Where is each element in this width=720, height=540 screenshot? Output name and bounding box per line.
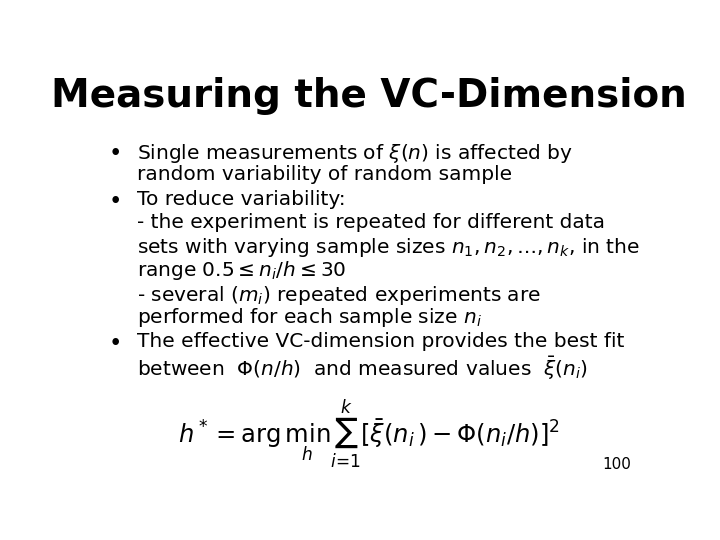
Text: between  $\Phi(n/h)$  and measured values  $\bar{\xi}(n_i)$: between $\Phi(n/h)$ and measured values … (138, 355, 588, 382)
Text: •: • (109, 141, 122, 165)
Text: Measuring the VC-Dimension: Measuring the VC-Dimension (51, 77, 687, 115)
Text: •: • (109, 332, 122, 355)
Text: To reduce variability:: To reduce variability: (138, 190, 346, 208)
Text: - several ($m_i$) repeated experiments are: - several ($m_i$) repeated experiments a… (138, 284, 541, 307)
Text: 100: 100 (603, 457, 631, 472)
Text: - the experiment is repeated for different data: - the experiment is repeated for differe… (138, 213, 606, 232)
Text: The effective VC-dimension provides the best fit: The effective VC-dimension provides the … (138, 332, 625, 351)
Text: Single measurements of $\xi(n)$ is affected by: Single measurements of $\xi(n)$ is affec… (138, 141, 573, 165)
Text: random variability of random sample: random variability of random sample (138, 165, 513, 184)
Text: $h^* = \arg\min_{h} \sum_{i=1}^{k}[\bar{\xi}(n_i) - \Phi(n_i / h)]^2$: $h^* = \arg\min_{h} \sum_{i=1}^{k}[\bar{… (178, 397, 560, 470)
Text: •: • (109, 190, 122, 213)
Text: sets with varying sample sizes $n_1, n_2, \ldots, n_k$, in the: sets with varying sample sizes $n_1, n_2… (138, 235, 640, 259)
Text: performed for each sample size $n_i$: performed for each sample size $n_i$ (138, 306, 482, 329)
Text: range $0.5 \leq n_i/h \leq 30$: range $0.5 \leq n_i/h \leq 30$ (138, 259, 347, 281)
